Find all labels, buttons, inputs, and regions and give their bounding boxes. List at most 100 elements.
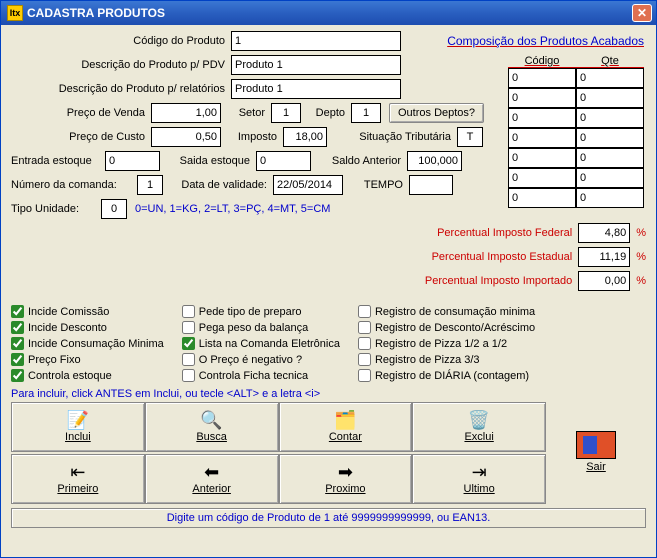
codigo-input[interactable] — [231, 31, 401, 51]
label-imp-estadual: Percentual Imposto Estadual — [432, 251, 573, 263]
comp-qte-3[interactable] — [576, 128, 644, 148]
label-tipo-unidade: Tipo Unidade: — [11, 203, 101, 215]
check-col3-3[interactable]: Registro de Pizza 3/3 — [358, 353, 535, 366]
window-title: CADASTRA PRODUTOS — [27, 6, 632, 20]
label-setor: Setor — [221, 107, 271, 119]
busca-button[interactable]: 🔍Busca — [145, 402, 279, 452]
proximo-button[interactable]: ➡Proximo — [279, 454, 413, 504]
situacao-input[interactable] — [457, 127, 483, 147]
comp-qte-5[interactable] — [576, 168, 644, 188]
imp-estadual-input[interactable] — [578, 247, 630, 267]
comp-qte-2[interactable] — [576, 108, 644, 128]
unidade-legenda: 0=UN, 1=KG, 2=LT, 3=PÇ, 4=MT, 5=CM — [135, 203, 330, 215]
check-col3-0[interactable]: Registro de consumação minima — [358, 305, 535, 318]
pct-2: % — [636, 251, 646, 263]
label-comanda: Número da comanda: — [11, 179, 137, 191]
check-col2-0[interactable]: Pede tipo de preparo — [182, 305, 340, 318]
exit-icon — [576, 431, 616, 459]
comp-codigo-0[interactable] — [508, 68, 576, 88]
label-preco-venda: Preço de Venda — [11, 107, 151, 119]
form-body: Código do Produto Composição dos Produto… — [1, 25, 656, 557]
footer-hint: Digite um código de Produto de 1 até 999… — [11, 508, 646, 528]
desc-rel-input[interactable] — [231, 79, 401, 99]
exclui-icon: 🗑️ — [468, 411, 490, 429]
check-col1-0[interactable]: Incide Comissão — [11, 305, 164, 318]
titlebar: Itx CADASTRA PRODUTOS ✕ — [1, 1, 656, 25]
primeiro-icon: ⇤ — [70, 463, 85, 481]
primeiro-button[interactable]: ⇤Primeiro — [11, 454, 145, 504]
comp-qte-4[interactable] — [576, 148, 644, 168]
comp-codigo-1[interactable] — [508, 88, 576, 108]
check-col3-2[interactable]: Registro de Pizza 1/2 a 1/2 — [358, 337, 535, 350]
pct-3: % — [636, 275, 646, 287]
exclui-button[interactable]: 🗑️Exclui — [412, 402, 546, 452]
label-desc-rel: Descrição do Produto p/ relatórios — [11, 83, 231, 95]
proximo-icon: ➡ — [338, 463, 353, 481]
label-entrada: Entrada estoque — [11, 155, 105, 167]
composicao-table: Código Qte — [508, 55, 644, 208]
check-col1-1[interactable]: Incide Desconto — [11, 321, 164, 334]
ultimo-button[interactable]: ⇥Ultimo — [412, 454, 546, 504]
check-col2-2[interactable]: Lista na Comanda Eletrônica — [182, 337, 340, 350]
desc-pdv-input[interactable] — [231, 55, 401, 75]
check-col1-3[interactable]: Preço Fixo — [11, 353, 164, 366]
label-desc-pdv: Descrição do Produto p/ PDV — [11, 59, 231, 71]
sair-button[interactable]: Sair — [546, 400, 646, 504]
col-qte-header: Qte — [576, 55, 644, 68]
check-col1-2[interactable]: Incide Consumação Minima — [11, 337, 164, 350]
check-col3-4[interactable]: Registro de DIÁRIA (contagem) — [358, 369, 535, 382]
label-imp-importado: Percentual Imposto Importado — [425, 275, 572, 287]
label-imp-federal: Percentual Imposto Federal — [437, 227, 572, 239]
inclui-button[interactable]: 📝Inclui — [11, 402, 145, 452]
inclui-icon: 📝 — [67, 411, 89, 429]
check-col3-1[interactable]: Registro de Desconto/Acréscimo — [358, 321, 535, 334]
comp-codigo-5[interactable] — [508, 168, 576, 188]
anterior-icon: ⬅ — [204, 463, 219, 481]
label-saida: Saida estoque — [160, 155, 256, 167]
comp-qte-6[interactable] — [576, 188, 644, 208]
check-col2-4[interactable]: Controla Ficha tecnica — [182, 369, 340, 382]
app-icon: Itx — [7, 5, 23, 21]
label-saldo: Saldo Anterior — [311, 155, 407, 167]
label-codigo: Código do Produto — [11, 35, 231, 47]
close-icon[interactable]: ✕ — [632, 4, 652, 22]
anterior-button[interactable]: ⬅Anterior — [145, 454, 279, 504]
depto-input[interactable] — [351, 103, 381, 123]
busca-icon: 🔍 — [200, 411, 222, 429]
comp-codigo-6[interactable] — [508, 188, 576, 208]
outros-deptos-button[interactable]: Outros Deptos? — [389, 103, 484, 123]
label-tempo: TEMPO — [343, 179, 409, 191]
preco-venda-input[interactable] — [151, 103, 221, 123]
saldo-input[interactable] — [407, 151, 462, 171]
contar-icon: 🗂️ — [334, 411, 356, 429]
saida-input[interactable] — [256, 151, 311, 171]
check-col1-4[interactable]: Controla estoque — [11, 369, 164, 382]
tempo-input[interactable] — [409, 175, 453, 195]
preco-custo-input[interactable] — [151, 127, 221, 147]
comp-codigo-4[interactable] — [508, 148, 576, 168]
label-preco-custo: Preço de Custo — [11, 131, 151, 143]
comp-qte-0[interactable] — [576, 68, 644, 88]
imposto-input[interactable] — [283, 127, 327, 147]
comanda-input[interactable] — [137, 175, 163, 195]
hint-text: Para incluir, click ANTES em Inclui, ou … — [11, 388, 646, 400]
entrada-input[interactable] — [105, 151, 160, 171]
comp-qte-1[interactable] — [576, 88, 644, 108]
check-col2-1[interactable]: Pega peso da balança — [182, 321, 340, 334]
setor-input[interactable] — [271, 103, 301, 123]
imp-importado-input[interactable] — [578, 271, 630, 291]
label-depto: Depto — [301, 107, 351, 119]
tipo-unidade-input[interactable] — [101, 199, 127, 219]
imp-federal-input[interactable] — [578, 223, 630, 243]
window: Itx CADASTRA PRODUTOS ✕ Código do Produt… — [0, 0, 657, 558]
comp-codigo-3[interactable] — [508, 128, 576, 148]
checkbox-grid: Incide Comissão Incide Desconto Incide Con… — [11, 305, 646, 382]
label-situacao: Situação Tributária — [327, 131, 457, 143]
validade-input[interactable] — [273, 175, 343, 195]
ultimo-icon: ⇥ — [472, 463, 487, 481]
composicao-header[interactable]: Composição dos Produtos Acabados — [447, 34, 644, 48]
contar-button[interactable]: 🗂️Contar — [279, 402, 413, 452]
comp-codigo-2[interactable] — [508, 108, 576, 128]
check-col2-3[interactable]: O Preço é negativo ? — [182, 353, 340, 366]
col-codigo-header: Código — [508, 55, 576, 68]
